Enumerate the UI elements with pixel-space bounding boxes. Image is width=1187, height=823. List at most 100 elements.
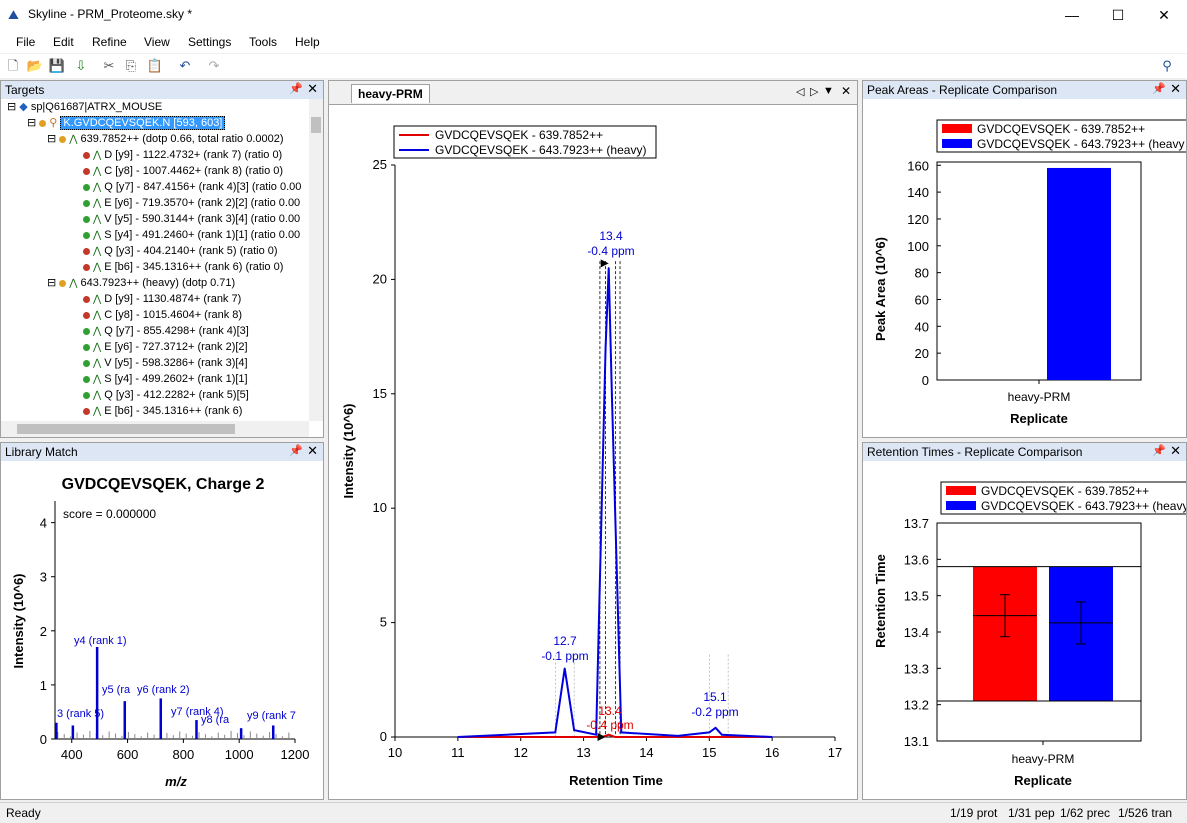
- import-icon[interactable]: ⇩: [75, 58, 87, 73]
- chrom-point-1: [771, 736, 773, 738]
- chrom-point-1: [721, 733, 723, 736]
- library-ylabel: Intensity (10^6): [11, 573, 26, 668]
- lib-label-y3: 3 (rank 5): [57, 708, 104, 720]
- lib-ytick-label: 3: [40, 570, 47, 585]
- tree-transition[interactable]: ⋀ Q [y3] - 404.2140+ (rank 5) (ratio 0): [5, 243, 309, 259]
- tree-transition[interactable]: ⋀ Q [y7] - 847.4156+ (rank 4)[3] (ratio 0…: [5, 179, 309, 195]
- chrom-xtick-label: 14: [639, 745, 653, 760]
- tab-close-icon[interactable]: ✕: [841, 84, 852, 98]
- pin-icon[interactable]: 📌: [1152, 83, 1166, 95]
- chrom-ann-ppm-right: -0.2 ppm: [691, 705, 738, 719]
- close-icon[interactable]: ✕: [1170, 443, 1181, 458]
- rt-ytick-label: 13.3: [904, 661, 929, 676]
- peak-areas-chart[interactable]: GVDCQEVSQEK - 639.7852++ GVDCQEVSQEK - 6…: [863, 99, 1186, 437]
- tree-transition[interactable]: ⋀ V [y5] - 598.3286+ (rank 3)[4]: [5, 355, 309, 371]
- pa-xlabel: Replicate: [1010, 411, 1068, 426]
- close-icon[interactable]: ✕: [307, 443, 318, 458]
- pa-ytick-label: 100: [907, 239, 929, 254]
- lib-label-y4: y4 (rank 1): [74, 635, 127, 647]
- library-header: Library Match 📌 ✕: [1, 443, 323, 461]
- tab-prev-icon[interactable]: ◁: [796, 86, 805, 98]
- minimize-button[interactable]: —: [1065, 7, 1079, 23]
- chromatogram-chart[interactable]: GVDCQEVSQEK - 639.7852++ GVDCQEVSQEK - 6…: [329, 105, 857, 799]
- tree-peptide[interactable]: ⊟ ⚲ K.GVDCQEVSQEK.N [593, 603]: [5, 115, 309, 131]
- tree-transition[interactable]: ⋀ E [b6] - 345.1316++ (rank 6): [5, 403, 309, 419]
- targets-tree[interactable]: ⊟ ◆ sp|Q61687|ATRX_MOUSE ⊟ ⚲ K.GVDCQEVSQ…: [5, 99, 309, 421]
- menu-tools[interactable]: Tools: [249, 35, 278, 49]
- menu-view[interactable]: View: [144, 35, 170, 49]
- tree-transition[interactable]: ⋀ E [b6] - 345.1316++ (rank 6) (ratio 0): [5, 259, 309, 275]
- rt-legend: [940, 481, 1186, 515]
- tree-transition[interactable]: ⋀ Q [y7] - 855.4298+ (rank 4)[3]: [5, 323, 309, 339]
- pa-ytick-label: 40: [915, 319, 929, 334]
- tree-precursor-heavy[interactable]: ⊟ ⋀ 643.7923++ (heavy) (dotp 0.71): [47, 277, 236, 289]
- undo-icon[interactable]: ↶: [179, 58, 191, 73]
- chrom-point-1: [457, 736, 459, 738]
- tab-next-icon[interactable]: ▷: [810, 86, 819, 98]
- redo-icon[interactable]: ↷: [208, 58, 220, 73]
- library-heading: GVDCQEVSQEK, Charge 2: [62, 476, 265, 493]
- menu-settings[interactable]: Settings: [188, 35, 232, 49]
- tree-transition[interactable]: ⋀ D [y9] - 1122.4732+ (rank 7) (ratio 0): [5, 147, 309, 163]
- paste-icon[interactable]: 📋: [146, 58, 164, 73]
- pa-legend-heavy: GVDCQEVSQEK - 643.7923++ (heavy: [977, 137, 1184, 151]
- pick-icon[interactable]: ⚲: [1162, 58, 1172, 73]
- targets-hscroll[interactable]: [1, 421, 309, 437]
- new-icon[interactable]: 🗋: [7, 58, 19, 73]
- tree-transition[interactable]: ⋀ S [y4] - 491.2460+ (rank 1)[1] (ratio 0…: [5, 227, 309, 243]
- close-icon[interactable]: ✕: [1170, 81, 1181, 96]
- targets-title: Targets: [5, 83, 45, 97]
- lib-label-y9: y9 (rank 7: [247, 710, 296, 722]
- menu-edit[interactable]: Edit: [53, 35, 74, 49]
- tab-heavy-prm[interactable]: heavy-PRM: [351, 84, 430, 103]
- menu-refine[interactable]: Refine: [92, 35, 127, 49]
- chrom-ann-rt-light: 13.4: [598, 704, 622, 718]
- pin-icon[interactable]: 📌: [289, 83, 303, 95]
- lib-xtick-label: 800: [173, 747, 195, 762]
- library-panel: Library Match 📌 ✕ GVDCQEVSQEK, Charge 2 s…: [0, 442, 324, 800]
- menu-file[interactable]: File: [16, 35, 36, 49]
- rt-xlabel: Replicate: [1014, 773, 1072, 788]
- chrom-point-1: [554, 731, 557, 734]
- tree-transition[interactable]: ⋀ D [y9] - 1130.4874+ (rank 7): [5, 291, 309, 307]
- menu-help[interactable]: Help: [295, 35, 320, 49]
- tree-transition[interactable]: ⋀ Q [y3] - 412.2282+ (rank 5)[5]: [5, 387, 309, 403]
- lib-xtick-label: 1000: [225, 747, 254, 762]
- tree-transition[interactable]: ⋀ E [y6] - 719.3570+ (rank 2)[2] (ratio 0…: [5, 195, 309, 211]
- copy-icon[interactable]: ⎘: [125, 58, 137, 73]
- pa-ytick-label: 0: [922, 373, 929, 388]
- retention-times-panel: Retention Times - Replicate Comparison 📌…: [862, 442, 1187, 800]
- pa-ytick-label: 80: [915, 266, 929, 281]
- pin-icon[interactable]: 📌: [1152, 445, 1166, 457]
- save-icon[interactable]: 💾: [48, 58, 66, 73]
- tree-transition[interactable]: ⋀ E [y6] - 727.3712+ (rank 2)[2]: [5, 339, 309, 355]
- tab-list-icon[interactable]: ▼: [823, 85, 834, 97]
- tree-precursor-light[interactable]: ⊟ ⋀ 639.7852++ (dotp 0.66, total ratio 0.…: [47, 133, 284, 145]
- pin-icon[interactable]: 📌: [289, 445, 303, 457]
- cut-icon[interactable]: ✂: [103, 58, 115, 73]
- status-text: Ready: [6, 806, 41, 820]
- lib-label-y8: y8 (ra: [201, 714, 230, 726]
- open-icon[interactable]: 📂: [26, 58, 44, 73]
- maximize-button[interactable]: ☐: [1111, 7, 1125, 23]
- chrom-ann-rt-right: 15.1: [703, 690, 727, 704]
- targets-vscroll[interactable]: [309, 99, 323, 421]
- rt-ytick-label: 13.6: [904, 552, 929, 567]
- tree-transition[interactable]: ⋀ V [y5] - 590.3144+ (rank 3)[4] (ratio 0…: [5, 211, 309, 227]
- close-icon[interactable]: ✕: [307, 81, 318, 96]
- tree-transition[interactable]: ⋀ C [y8] - 1007.4462+ (rank 8) (ratio 0): [5, 163, 309, 179]
- chrom-point-0: [614, 736, 616, 738]
- close-button[interactable]: ✕: [1158, 7, 1170, 23]
- tree-protein[interactable]: ⊟ ◆ sp|Q61687|ATRX_MOUSE: [7, 101, 163, 113]
- rt-legend-heavy: GVDCQEVSQEK - 643.7923++ (heavy: [981, 499, 1186, 513]
- chrom-ann-rt-left: 12.7: [553, 634, 577, 648]
- tree-transition[interactable]: ⋀ C [y8] - 1015.4604+ (rank 8): [5, 307, 309, 323]
- chrom-xtick-label: 16: [765, 745, 779, 760]
- menu-bar: File Edit Refine View Settings Tools Hel…: [0, 31, 1187, 53]
- chrom-xtick-label: 15: [702, 745, 716, 760]
- skyline-logo-icon: ⛰: [8, 7, 19, 22]
- rt-chart[interactable]: GVDCQEVSQEK - 639.7852++ GVDCQEVSQEK - 6…: [863, 461, 1186, 799]
- tree-transition[interactable]: ⋀ S [y4] - 499.2602+ (rank 1)[1]: [5, 371, 309, 387]
- library-spectrum-chart[interactable]: GVDCQEVSQEK, Charge 2 score = 0.000000 0…: [1, 461, 323, 799]
- chrom-point-1: [708, 731, 711, 734]
